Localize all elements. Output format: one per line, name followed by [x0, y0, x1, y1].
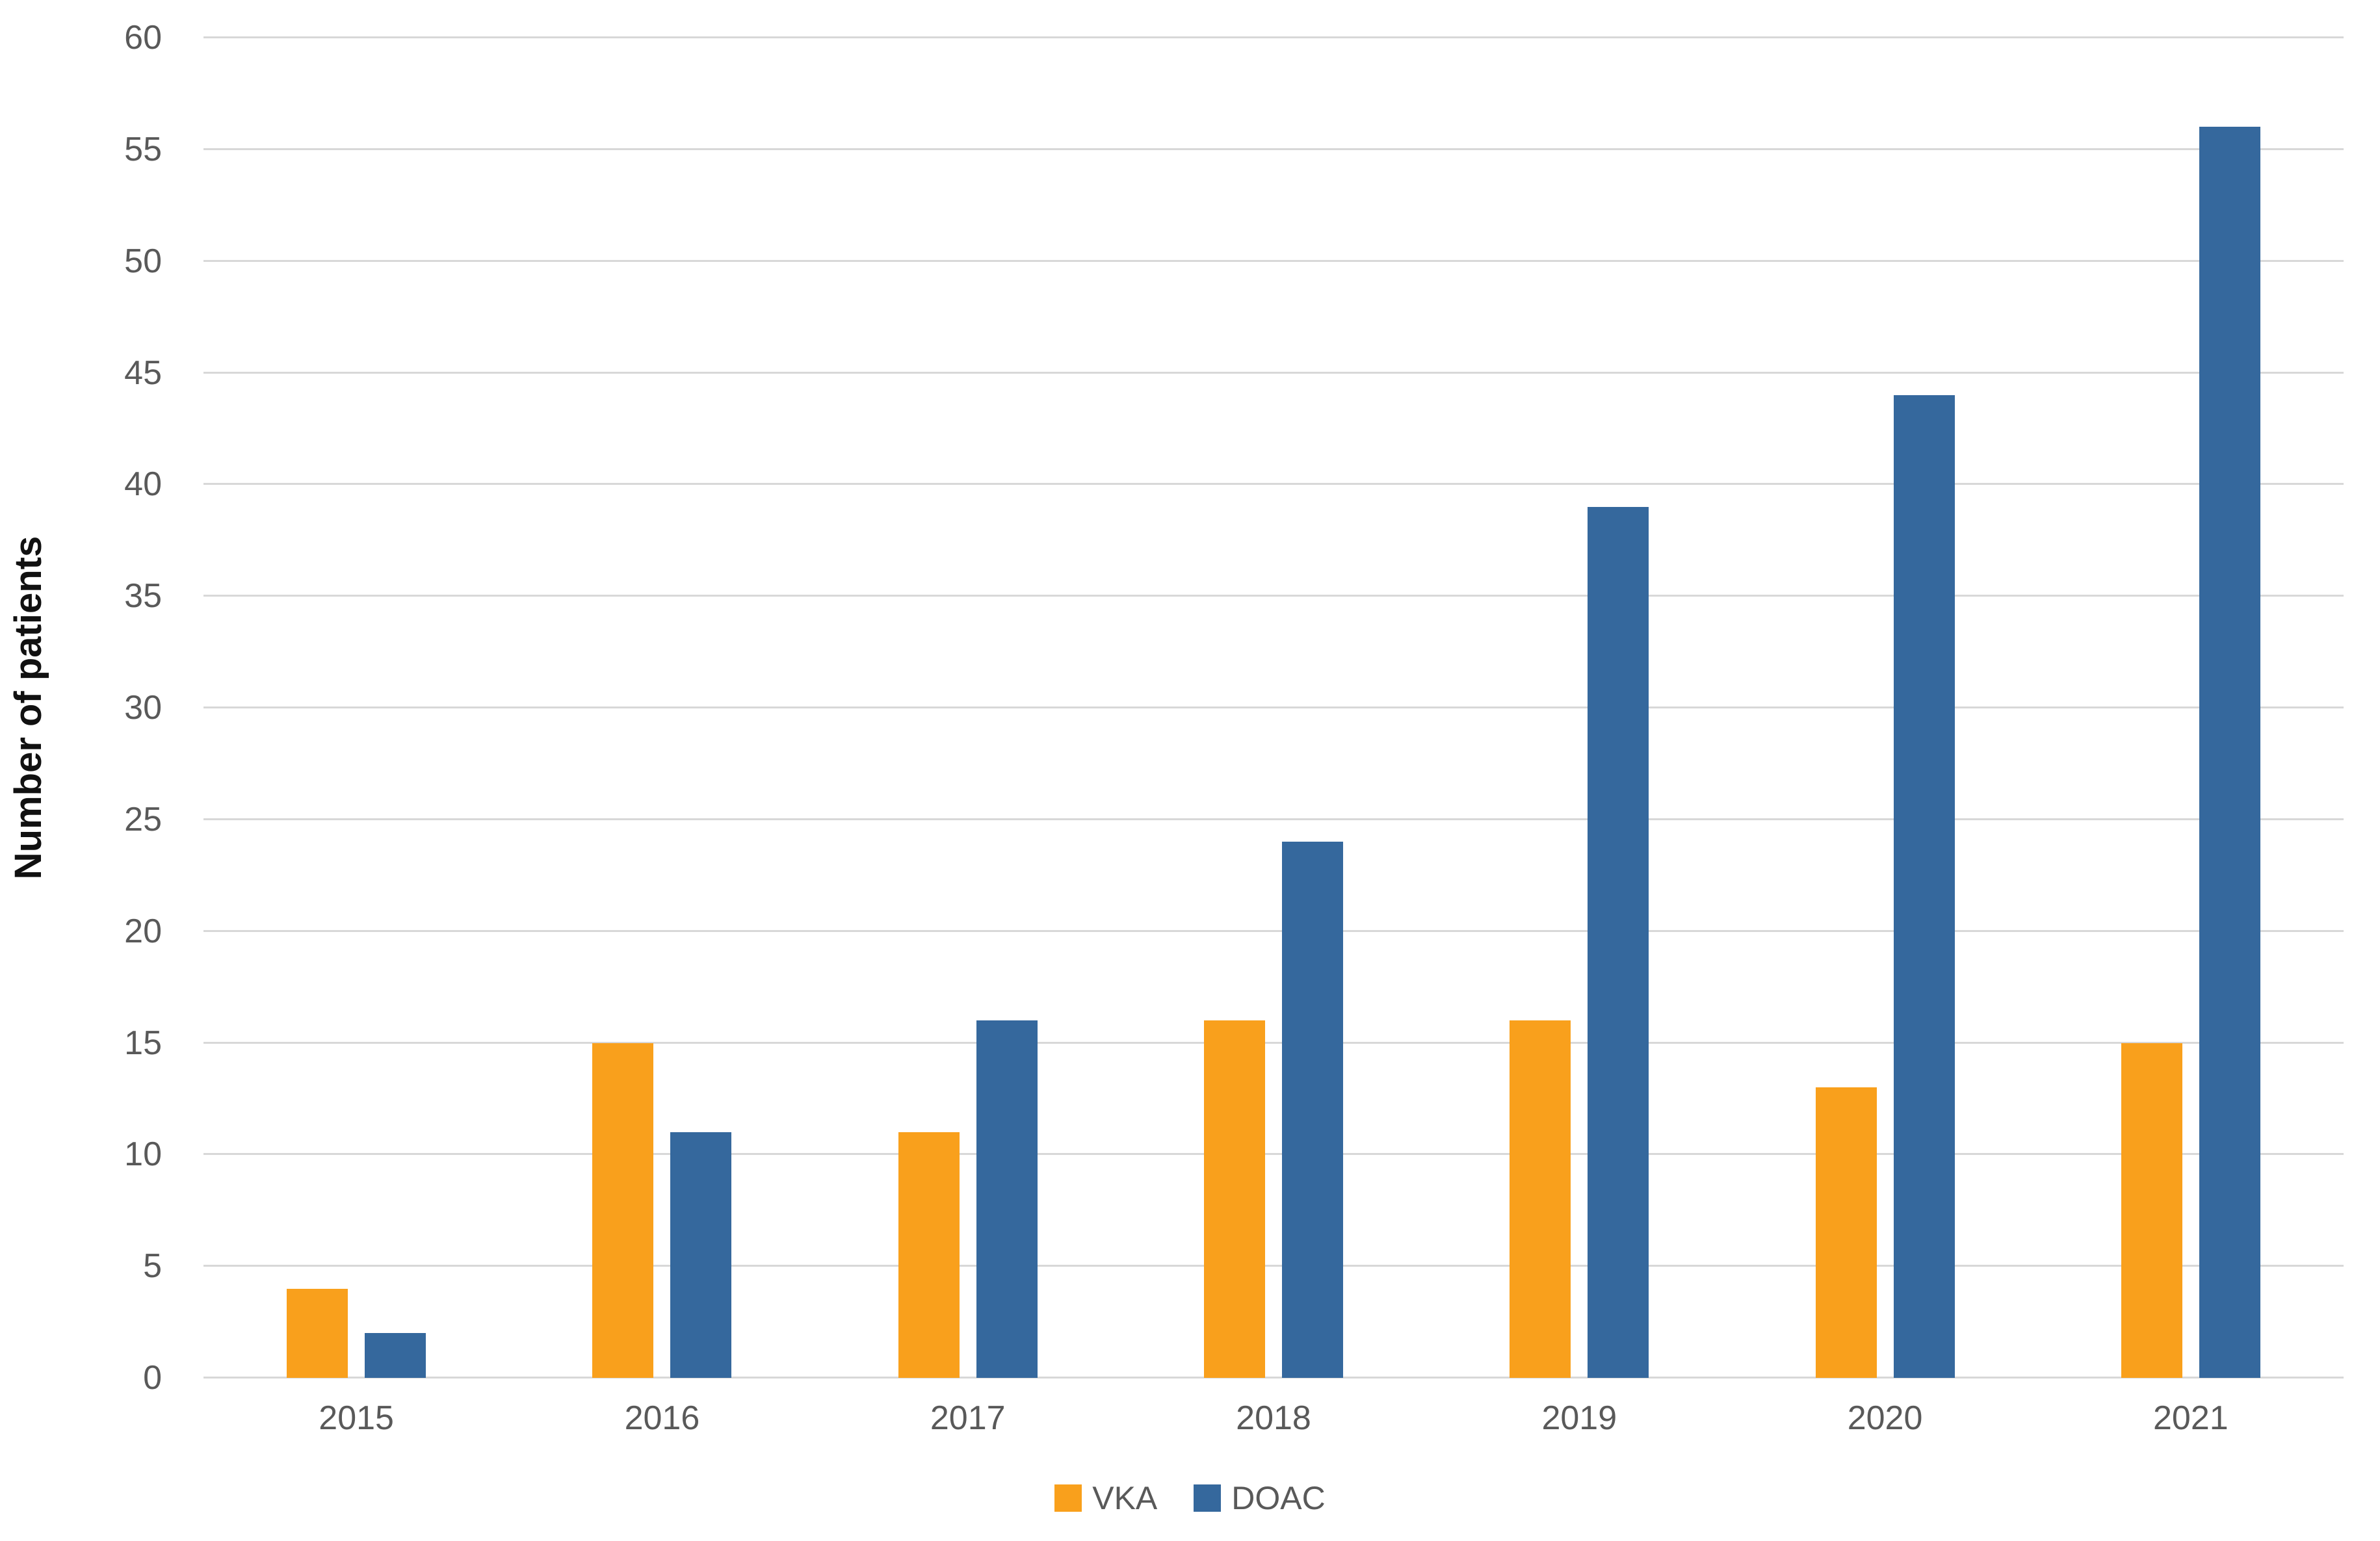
gridline-20 — [203, 929, 2344, 932]
gridline-15 — [203, 1041, 2344, 1044]
doac-bar-2015 — [365, 1333, 426, 1378]
gridline-10 — [203, 1153, 2344, 1156]
gridline-40 — [203, 483, 2344, 486]
doac-bar-2017 — [976, 1020, 1038, 1378]
x-tick-label-2017: 2017 — [930, 1399, 1006, 1437]
doac-bar-2016 — [670, 1132, 732, 1378]
doac-bar-2019 — [1588, 506, 1649, 1378]
vka-bar-2018 — [1203, 1020, 1265, 1378]
category-group-2015 — [203, 38, 509, 1378]
doac-bar-2021 — [2199, 127, 2260, 1378]
gridline-60 — [203, 36, 2344, 38]
x-tick-label-2018: 2018 — [1236, 1399, 1311, 1437]
vka-bar-2016 — [592, 1042, 654, 1378]
gridline-25 — [203, 818, 2344, 820]
y-tick-label-5: 5 — [143, 1247, 162, 1286]
legend-label-vka: VKA — [1092, 1480, 1158, 1516]
gridline-0 — [203, 1377, 2344, 1379]
category-group-2020 — [1732, 38, 2037, 1378]
y-tick-label-45: 45 — [124, 354, 162, 392]
category-group-2019 — [1426, 38, 1732, 1378]
x-tick-label-2019: 2019 — [1541, 1399, 1617, 1437]
vka-bar-2019 — [1510, 1020, 1571, 1378]
x-tick-label-2016: 2016 — [624, 1399, 700, 1437]
legend: VKA DOAC — [0, 1479, 2380, 1517]
y-tick-label-10: 10 — [124, 1135, 162, 1174]
gridline-30 — [203, 706, 2344, 708]
x-tick-label-2020: 2020 — [1847, 1399, 1923, 1437]
y-tick-label-50: 50 — [124, 242, 162, 280]
plot-area — [203, 36, 2344, 1379]
y-tick-label-25: 25 — [124, 800, 162, 838]
category-group-2021 — [2038, 38, 2344, 1378]
category-group-2018 — [1121, 38, 1426, 1378]
y-tick-label-60: 60 — [124, 19, 162, 57]
y-tick-label-15: 15 — [124, 1024, 162, 1062]
y-axis-title: Number of patients — [7, 536, 49, 880]
y-tick-label-20: 20 — [124, 912, 162, 950]
y-tick-label-35: 35 — [124, 577, 162, 615]
x-tick-label-2021: 2021 — [2153, 1399, 2229, 1437]
gridline-50 — [203, 259, 2344, 262]
y-tick-label-30: 30 — [124, 689, 162, 727]
category-group-2017 — [815, 38, 1121, 1378]
doac-bar-2020 — [1893, 395, 1955, 1378]
doac-bar-2018 — [1281, 842, 1343, 1378]
legend-item-doac: DOAC — [1194, 1479, 1326, 1517]
legend-item-vka: VKA — [1054, 1479, 1157, 1517]
gridline-45 — [203, 371, 2344, 374]
y-tick-label-40: 40 — [124, 465, 162, 504]
gridline-55 — [203, 148, 2344, 150]
category-group-2016 — [509, 38, 815, 1378]
doac-swatch-icon — [1194, 1484, 1222, 1512]
vka-bar-2017 — [898, 1132, 960, 1378]
gridline-35 — [203, 595, 2344, 597]
y-tick-label-55: 55 — [124, 130, 162, 168]
legend-label-doac: DOAC — [1231, 1480, 1326, 1516]
vka-bar-2020 — [1815, 1087, 1877, 1378]
vka-swatch-icon — [1054, 1484, 1082, 1512]
vka-bar-2015 — [287, 1288, 348, 1378]
gridline-5 — [203, 1265, 2344, 1267]
vka-bar-2021 — [2121, 1042, 2182, 1378]
x-tick-label-2015: 2015 — [319, 1399, 394, 1437]
y-tick-label-0: 0 — [143, 1359, 162, 1397]
